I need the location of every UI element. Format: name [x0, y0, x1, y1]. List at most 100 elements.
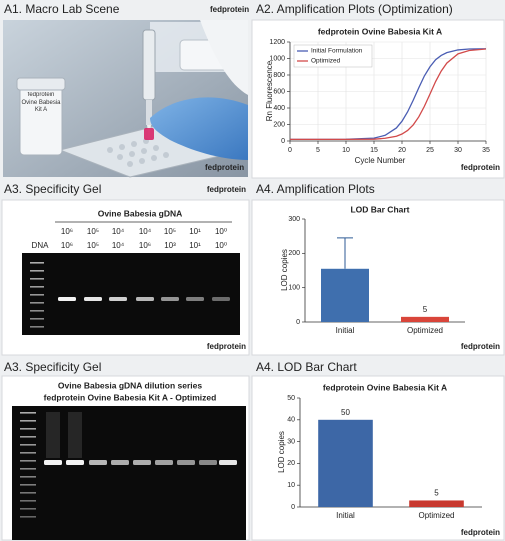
ladder-band	[20, 468, 36, 470]
chart-title: fedprotein Ovine Babesia Kit A	[318, 26, 442, 36]
ladder-band	[30, 326, 44, 328]
line-series	[290, 48, 487, 140]
ladder-band	[30, 294, 44, 296]
y-tick-label: 0	[281, 138, 285, 145]
y-axis-label: LOD copies	[280, 249, 289, 291]
lane-label: 10¹	[189, 241, 201, 250]
panel-title: A3. Specificity Gel	[4, 360, 101, 374]
error-bar	[337, 237, 353, 269]
ladder-band	[20, 460, 36, 462]
tube-label: fedprotein Ovine Babesia Kit A	[21, 92, 61, 113]
legend-label: Initial Formulation	[311, 48, 363, 55]
x-tick-label: Initial	[336, 326, 355, 335]
watermark: fedprotein	[461, 163, 500, 172]
ladder-band	[20, 492, 36, 494]
lane-label: 10⁴	[112, 227, 125, 236]
lane-label: 10⁵	[87, 241, 99, 250]
lane-label: 10³	[164, 241, 176, 250]
gel-band	[84, 297, 102, 301]
gel-band	[177, 460, 195, 465]
y-tick-label: 0	[291, 504, 295, 511]
panel-title: A4. LOD Bar Chart	[256, 360, 357, 374]
ladder-band	[30, 270, 44, 272]
watermark: fedprotein	[461, 342, 500, 351]
ladder-band	[30, 318, 44, 320]
gel-smear	[68, 412, 82, 458]
lane-label: 10⁶	[61, 227, 73, 236]
ladder-band	[20, 476, 36, 478]
gel-band	[199, 460, 217, 465]
x-tick-label: Optimized	[407, 326, 443, 335]
lane-label: 10⁶	[61, 241, 73, 250]
lab-photo	[3, 20, 248, 178]
bar	[321, 268, 369, 322]
bar	[401, 316, 449, 322]
x-tick-label: 30	[454, 147, 462, 154]
ladder-band	[20, 508, 36, 510]
lane-label: 10⁰	[215, 227, 227, 236]
watermark: fedprotein	[210, 5, 249, 14]
y-axis-label: LOD copies	[277, 431, 286, 473]
lane-label: 10⁴	[112, 241, 125, 250]
panel-title: A2. Amplification Plots (Optimization)	[256, 2, 453, 16]
y-tick-label: 800	[273, 72, 285, 79]
y-tick-label: 300	[288, 216, 300, 223]
x-tick-label: 15	[370, 147, 378, 154]
panel-title: A3. Specificity Gel	[4, 182, 101, 196]
gel	[12, 406, 246, 540]
y-tick-label: 10	[287, 482, 295, 489]
panel-bg	[251, 375, 505, 541]
gel-band	[111, 460, 129, 465]
x-tick-label: 10	[342, 147, 350, 154]
legend-label: Optimized	[311, 58, 341, 65]
y-tick-label: 100	[288, 285, 300, 292]
y-tick-label: 1000	[269, 55, 285, 62]
gel-subtitle: fedprotein Ovine Babesia Kit A - Optimiz…	[44, 392, 217, 402]
gel-band	[89, 460, 107, 465]
ladder-band	[20, 420, 36, 422]
lane-label: 10⁵	[87, 227, 99, 236]
ladder-band	[20, 516, 36, 518]
gel-band	[219, 460, 237, 465]
y-tick-label: 600	[273, 88, 285, 95]
gel-band	[161, 297, 179, 301]
bar	[409, 500, 464, 507]
chart-title: LOD Bar Chart	[350, 204, 409, 214]
x-tick-label: 25	[426, 147, 434, 154]
line-series	[290, 48, 487, 140]
gel-band	[66, 460, 84, 465]
gel-band	[109, 297, 127, 301]
x-tick-label: 0	[288, 147, 292, 154]
panel-title: A4. Amplification Plots	[256, 182, 375, 196]
lane-label: 10¹	[189, 227, 201, 236]
y-tick-label: 30	[287, 438, 295, 445]
ladder-band	[20, 500, 36, 502]
gel-band	[155, 460, 173, 465]
gel-band	[186, 297, 204, 301]
panel-title: A1. Macro Lab Scene	[4, 2, 120, 16]
y-tick-label: 40	[287, 417, 295, 424]
lane-label: 10⁰	[215, 241, 227, 250]
chart-title: fedprotein Ovine Babesia Kit A	[323, 382, 447, 392]
ladder-band	[20, 444, 36, 446]
gel-band	[44, 460, 62, 465]
ladder-band	[30, 262, 44, 264]
ladder-band	[30, 310, 44, 312]
gel-band	[212, 297, 230, 301]
ladder-band	[30, 302, 44, 304]
y-tick-label: 50	[287, 395, 295, 402]
ladder-band	[20, 436, 36, 438]
y-tick-label: 200	[288, 250, 300, 257]
y-tick-label: 200	[273, 121, 285, 128]
annotation: 5	[423, 305, 428, 314]
watermark: fedprotein	[207, 185, 246, 194]
y-tick-label: 400	[273, 105, 285, 112]
gel-band	[58, 297, 76, 301]
bar	[318, 419, 373, 507]
y-tick-label: 0	[296, 319, 300, 326]
ladder-band	[30, 286, 44, 288]
x-tick-label: 5	[316, 147, 320, 154]
gel-smear	[46, 412, 60, 458]
y-tick-label: 1200	[269, 39, 285, 46]
